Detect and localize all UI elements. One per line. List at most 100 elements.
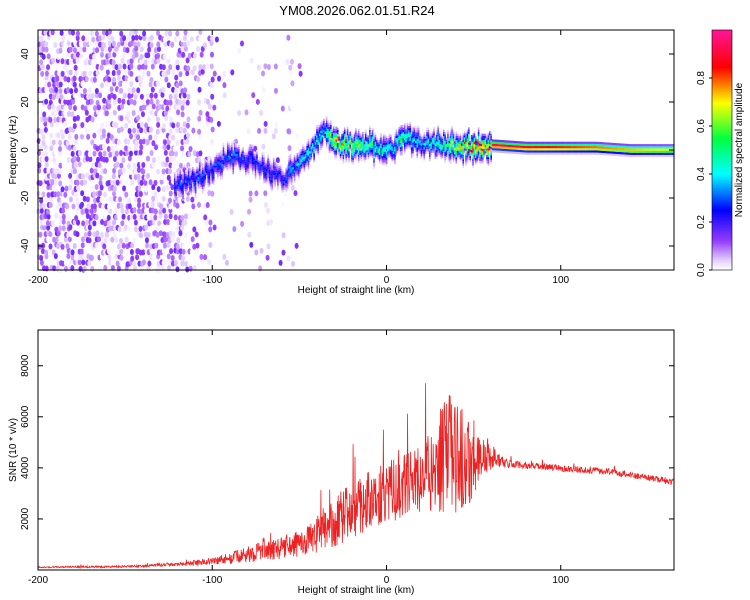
spectrogram-noise-cell <box>183 29 188 36</box>
spectrogram-ridge-cell <box>396 131 399 134</box>
spectrogram-ridge-cell <box>376 142 378 145</box>
spectrogram-ridge-cell <box>429 133 431 136</box>
spectrogram-ridge-cell <box>192 169 194 172</box>
spectrogram-noise-cell <box>139 127 144 134</box>
spectrogram-noise-cell <box>176 35 181 42</box>
spectrogram-ridge-cell <box>281 183 283 187</box>
spectrogram-ridge-cell <box>435 150 438 153</box>
spectrogram-ridge-cell <box>183 173 186 177</box>
spectrogram-ridge-cell <box>293 159 296 162</box>
spectrogram-noise-cell <box>63 236 68 243</box>
spectrogram-noise-cell <box>180 104 185 111</box>
spectrogram-ridge-cell <box>505 140 508 143</box>
spectrogram-ridge-cell <box>417 132 420 135</box>
spectrogram-ridge-cell <box>419 136 421 139</box>
spectrogram-ridge-cell <box>222 162 225 165</box>
spectrogram-ridge-cell <box>254 151 257 154</box>
spectrogram-ridge-cell <box>345 160 347 163</box>
spectrogram-ridge-cell <box>426 140 428 143</box>
spectrogram-ridge-cell <box>320 122 322 125</box>
spectrogram-ridge-cell <box>233 144 236 148</box>
spectrogram-ridge-cell <box>373 158 375 161</box>
spectrogram-noise-cell <box>111 40 116 47</box>
spectrogram-ridge-cell <box>624 150 626 153</box>
spectrogram-ridge-cell <box>341 146 343 150</box>
spectrogram-noise-cell <box>288 192 293 199</box>
spectrogram-ridge-cell <box>387 151 389 154</box>
spectrogram-ridge-cell <box>317 138 320 141</box>
spectrogram-ridge-cell <box>507 149 509 152</box>
spectrogram-ridge-cell <box>317 153 320 156</box>
spectrogram-ridge-cell <box>384 138 387 141</box>
spectrogram-ridge-cell <box>353 153 356 157</box>
spectrogram-ridge-cell <box>607 149 610 152</box>
spectrogram-noise-cell <box>58 180 63 187</box>
spectrogram-ridge-cell <box>606 148 608 152</box>
spectrogram-noise-cell <box>131 34 136 41</box>
spectrogram-noise-cell <box>166 253 171 260</box>
spectrogram-noise-cell <box>63 105 68 112</box>
spectrogram-ridge-cell <box>325 122 328 125</box>
spectrogram-noise-cell <box>102 116 107 123</box>
spectrogram-noise-cell <box>180 203 185 210</box>
spectrogram-ridge-cell <box>173 189 176 192</box>
spectrogram-ridge-cell <box>235 147 237 150</box>
spectrogram-noise-cell <box>103 237 108 244</box>
spectrogram-noise-cell <box>197 201 202 208</box>
spectrogram-ridge-cell <box>378 148 381 151</box>
spectrogram-ridge-cell <box>187 168 190 171</box>
spectrogram-noise-cell <box>80 57 85 64</box>
spectrogram-ridge-cell <box>221 168 223 171</box>
spectrogram-noise-cell <box>87 87 92 94</box>
spectrogram-ridge-cell <box>380 139 382 142</box>
spectrogram-ridge-cell <box>454 147 456 150</box>
spectrogram-noise-cell <box>176 237 181 244</box>
spectrogram-ridge-cell <box>518 141 520 144</box>
spectrogram-ridge-cell <box>568 152 571 155</box>
spectrogram-ridge-cell <box>183 165 186 168</box>
spectrogram-ridge-cell <box>352 142 354 145</box>
spectrogram-ridge-cell <box>331 131 334 134</box>
spectrogram-ridge-cell <box>297 158 300 161</box>
spectrogram-ridge-cell <box>512 151 515 154</box>
spectrogram-ridge-cell <box>342 154 345 157</box>
spectrogram-noise-cell <box>186 132 191 139</box>
spectrogram-ridge-cell <box>203 166 205 170</box>
spectrogram-ridge-cell <box>512 142 515 146</box>
spectrogram-ridge-cell <box>555 146 558 149</box>
spectrogram-ridge-cell <box>441 151 444 154</box>
spectrogram-ridge-cell <box>573 141 576 144</box>
spectrogram-ridge-cell <box>449 144 452 147</box>
spectrogram-noise-cell <box>151 140 156 147</box>
spectrogram-noise-cell <box>72 156 77 163</box>
spectrogram-noise-cell <box>43 167 48 174</box>
spectrogram-ridge-cell <box>527 148 530 151</box>
spectrogram-noise-cell <box>40 64 45 71</box>
spectrogram-ridge-cell <box>455 161 458 164</box>
spectrogram-ridge-cell <box>254 169 257 172</box>
spectrogram-ridge-cell <box>317 136 320 139</box>
spectrogram-ridge-cell <box>297 152 300 155</box>
spectrogram-ridge-cell <box>175 200 177 203</box>
spectrogram-ridge-cell <box>310 142 313 145</box>
spectrogram-ridge-cell <box>271 165 274 168</box>
spectrogram-ridge-cell <box>447 138 449 141</box>
spectrogram-ridge-cell <box>362 151 364 154</box>
spectrogram-noise-cell <box>58 162 63 169</box>
spectrogram-ridge-cell <box>264 176 267 179</box>
spectrogram-noise-cell <box>46 64 51 71</box>
spectrogram-ridge-cell <box>441 138 444 141</box>
spectrogram-ridge-cell <box>629 148 632 151</box>
spectrogram-ridge-cell <box>484 151 487 154</box>
spectrogram-ridge-cell <box>408 145 410 148</box>
spectrogram-ridge-cell <box>323 136 325 139</box>
spectrogram-ridge-cell <box>412 129 414 132</box>
spectrogram-ridge-cell <box>454 154 456 157</box>
spectrogram-ridge-cell <box>225 158 228 161</box>
spectrogram-ridge-cell <box>302 157 304 160</box>
spectrogram-ridge-cell <box>350 152 353 155</box>
spectrogram-ridge-cell <box>271 174 274 177</box>
spectrogram-ridge-cell <box>214 172 216 175</box>
spectrogram-noise-cell <box>58 47 63 54</box>
spectrogram-ridge-cell <box>546 143 548 147</box>
